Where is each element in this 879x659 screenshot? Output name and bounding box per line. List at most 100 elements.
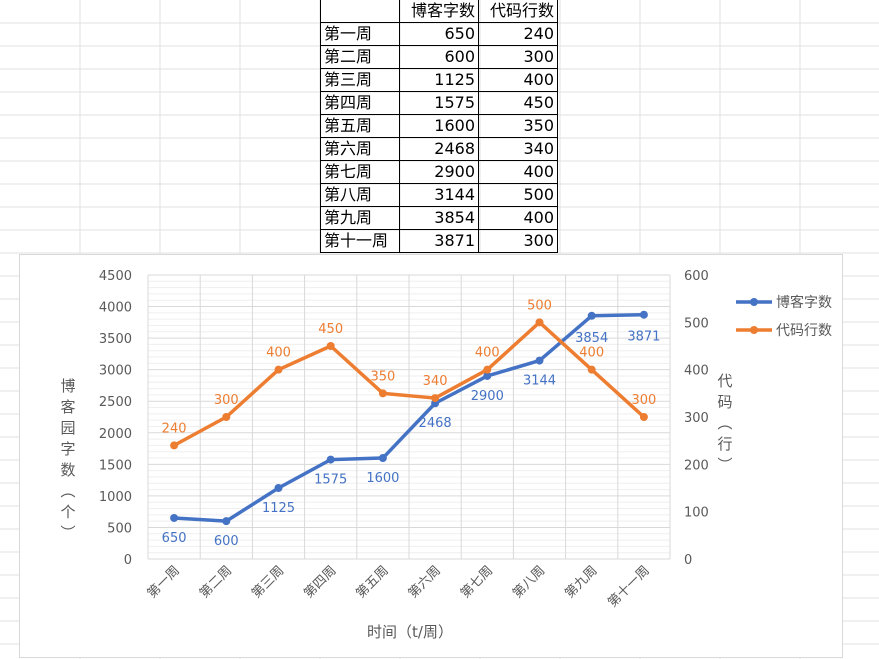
x-tick-label: 第十一周 <box>605 563 652 610</box>
table-cell[interactable]: 第三周 <box>320 68 400 92</box>
table-cell[interactable]: 400 <box>478 160 558 184</box>
blog-words-data-label: 3144 <box>523 374 556 389</box>
code-lines-data-label: 340 <box>423 374 448 389</box>
table-cell[interactable]: 1600 <box>399 114 479 138</box>
table-cell[interactable]: 第二周 <box>320 45 400 69</box>
y-tick-label: 4500 <box>99 269 132 284</box>
table-cell[interactable]: 2900 <box>399 160 479 184</box>
code-lines-point[interactable] <box>378 389 387 398</box>
table-row: 第二周 600 300 <box>320 45 558 69</box>
x-tick-label: 第八周 <box>510 563 548 601</box>
table-row: 第七周 2900 400 <box>320 160 558 184</box>
x-tick-label: 第三周 <box>249 563 287 601</box>
x-tick-label: 第九周 <box>562 563 600 601</box>
table-cell[interactable]: 3144 <box>399 183 479 207</box>
blog-words-data-label: 3854 <box>575 331 608 346</box>
legend-marker <box>750 298 758 306</box>
blog-words-point[interactable] <box>483 371 492 380</box>
code-lines-line[interactable] <box>172 320 646 448</box>
code-lines-point[interactable] <box>222 413 231 421</box>
y-tick-label: 2500 <box>99 395 132 410</box>
table-row: 第三周 1125 400 <box>320 68 558 92</box>
table-cell[interactable]: 400 <box>478 206 558 230</box>
blog-words-point[interactable] <box>274 484 283 492</box>
y-tick-label: 2000 <box>99 427 132 442</box>
code-lines-data-label: 300 <box>631 393 656 408</box>
code-lines-point[interactable] <box>431 394 440 403</box>
y-tick-label: 500 <box>107 521 132 536</box>
x-tick-label: 第四周 <box>301 563 339 601</box>
code-lines-point[interactable] <box>587 365 596 374</box>
table-header-cell[interactable]: 代码行数 <box>478 0 558 23</box>
y2-tick-label: 600 <box>684 269 709 284</box>
blog-words-point[interactable] <box>378 454 387 463</box>
blog-words-data-label: 3871 <box>627 330 660 345</box>
legend-label: 代码行数 <box>776 323 832 339</box>
table-row: 第六周 2468 340 <box>320 137 558 161</box>
table-header-row: 博客字数 代码行数 <box>320 0 558 23</box>
table-cell[interactable]: 300 <box>478 45 558 69</box>
table-cell[interactable]: 1125 <box>399 68 479 92</box>
table-cell[interactable]: 第一周 <box>320 22 400 46</box>
table-cell[interactable]: 第十一周 <box>320 229 400 253</box>
y2-tick-label: 200 <box>684 458 709 473</box>
grid-lines <box>147 274 671 560</box>
y-tick-label: 1500 <box>99 458 132 473</box>
code-lines-point[interactable] <box>170 441 179 450</box>
table-cell[interactable]: 300 <box>478 229 558 253</box>
blog-words-point[interactable] <box>170 513 179 522</box>
table-cell[interactable]: 240 <box>478 22 558 46</box>
table-cell[interactable]: 3871 <box>399 229 479 253</box>
blog-words-data-label: 1575 <box>314 473 347 488</box>
table-cell[interactable]: 第七周 <box>320 160 400 184</box>
code-lines-point[interactable] <box>274 365 283 374</box>
blog-words-data-label: 1600 <box>366 471 399 486</box>
x-tick-label: 第二周 <box>197 563 235 601</box>
code-lines-point[interactable] <box>483 365 492 374</box>
table-header-cell[interactable]: 博客字数 <box>399 0 479 23</box>
code-lines-point[interactable] <box>639 413 648 421</box>
table-cell[interactable]: 600 <box>399 45 479 69</box>
data-table: 博客字数 代码行数 第一周 650 240 第二周 600 300 第三周 1125 400 第四周 1… <box>320 0 558 253</box>
y-tick-label: 3000 <box>99 364 132 379</box>
blog-words-point[interactable] <box>587 311 596 320</box>
table-cell[interactable]: 450 <box>478 91 558 115</box>
blog-words-data-label: 650 <box>162 531 187 546</box>
table-cell[interactable]: 第四周 <box>320 91 400 115</box>
blog-words-point[interactable] <box>535 356 544 365</box>
code-lines-data-label: 400 <box>475 346 500 361</box>
code-lines-data-label: 300 <box>214 393 239 408</box>
table-cell[interactable]: 第六周 <box>320 137 400 161</box>
table-row: 第五周 1600 350 <box>320 114 558 138</box>
table-cell[interactable]: 350 <box>478 114 558 138</box>
code-lines-data-label: 450 <box>318 322 343 337</box>
table-cell[interactable]: 340 <box>478 137 558 161</box>
code-lines-point[interactable] <box>535 318 544 327</box>
table-cell[interactable]: 500 <box>478 183 558 207</box>
data-labels: 650 600 1125 1575 1600 2468 2900 3144 3854 3871 24… <box>162 298 661 549</box>
table-header-cell[interactable] <box>320 0 400 23</box>
table-cell[interactable]: 第九周 <box>320 206 400 230</box>
y-tick-label: 0 <box>124 553 132 568</box>
blog-words-point[interactable] <box>639 310 648 319</box>
table-row: 第四周 1575 450 <box>320 91 558 115</box>
code-lines-point[interactable] <box>326 342 335 350</box>
table-row: 第九周 3854 400 <box>320 206 558 230</box>
chart-container[interactable]: 0 500 1000 1500 2000 2500 3000 3500 4000 4500 0 100… <box>19 254 843 658</box>
table-cell[interactable]: 第八周 <box>320 183 400 207</box>
legend-marker <box>750 326 758 334</box>
y-tick-label: 1000 <box>99 490 132 505</box>
table-cell[interactable]: 1575 <box>399 91 479 115</box>
x-tick-label: 第六周 <box>406 563 444 601</box>
blog-words-point[interactable] <box>326 455 335 464</box>
blog-words-line[interactable] <box>172 312 646 523</box>
table-cell[interactable]: 2468 <box>399 137 479 161</box>
table-cell[interactable]: 3854 <box>399 206 479 230</box>
blog-words-point[interactable] <box>222 517 231 526</box>
table-cell[interactable]: 650 <box>399 22 479 46</box>
table-cell[interactable]: 400 <box>478 68 558 92</box>
table-cell[interactable]: 第五周 <box>320 114 400 138</box>
x-tick-label: 第七周 <box>458 563 496 601</box>
blog-words-data-label: 2468 <box>419 416 452 431</box>
